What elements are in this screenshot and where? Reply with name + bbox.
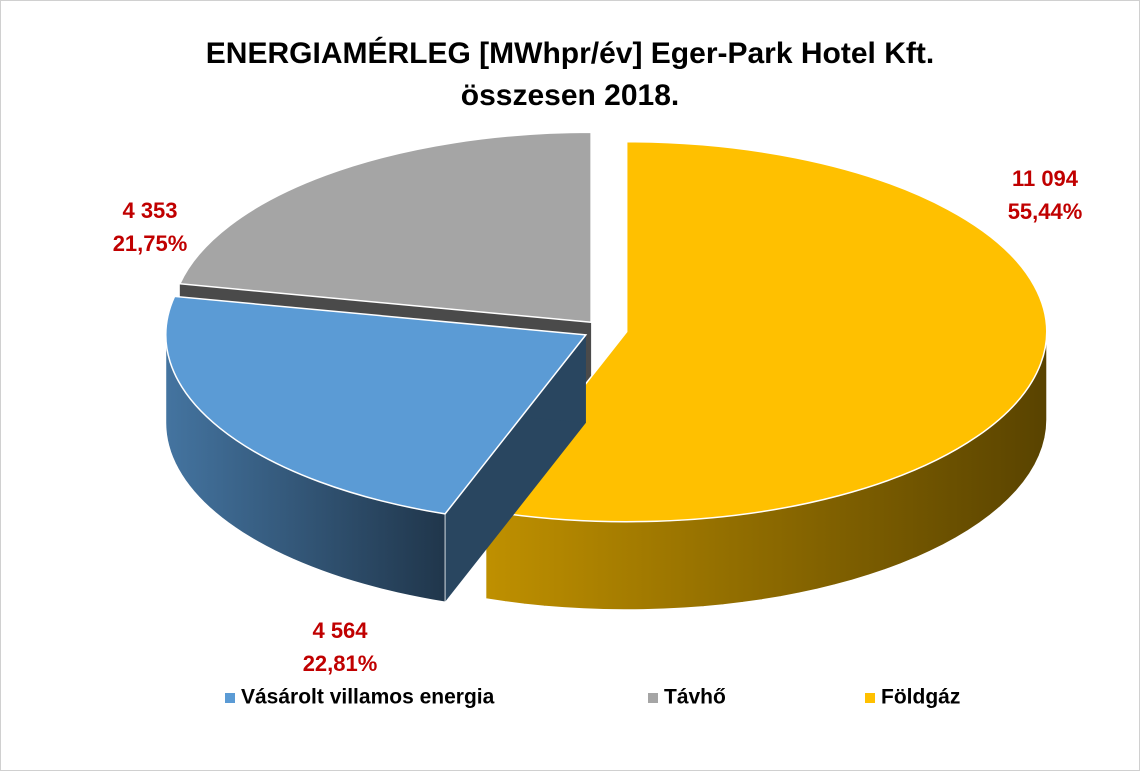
percentage-label: 55,44% xyxy=(1008,199,1083,224)
legend-swatch xyxy=(225,693,235,703)
data-label: 11 094 xyxy=(1012,166,1079,191)
slice xyxy=(165,295,588,603)
data-label: 4 564 xyxy=(312,618,368,643)
data-label: 4 353 xyxy=(122,198,177,223)
legend-swatch xyxy=(865,693,875,703)
slice-top xyxy=(178,131,592,324)
pie xyxy=(165,131,1048,611)
percentage-label: 22,81% xyxy=(303,651,378,676)
slice-top xyxy=(484,140,1048,523)
legend-label: Vásárolt villamos energia xyxy=(241,686,495,709)
slice xyxy=(484,140,1048,611)
legend-swatch xyxy=(648,693,658,703)
slice-top xyxy=(165,295,588,515)
legend-label: Távhő xyxy=(664,686,726,709)
percentage-label: 21,75% xyxy=(113,231,188,256)
legend-label: Földgáz xyxy=(881,686,960,709)
chart-title: ENERGIAMÉRLEG [MWhpr/év] Eger-Park Hotel… xyxy=(206,36,934,70)
chart-subtitle: összesen 2018. xyxy=(461,79,679,112)
